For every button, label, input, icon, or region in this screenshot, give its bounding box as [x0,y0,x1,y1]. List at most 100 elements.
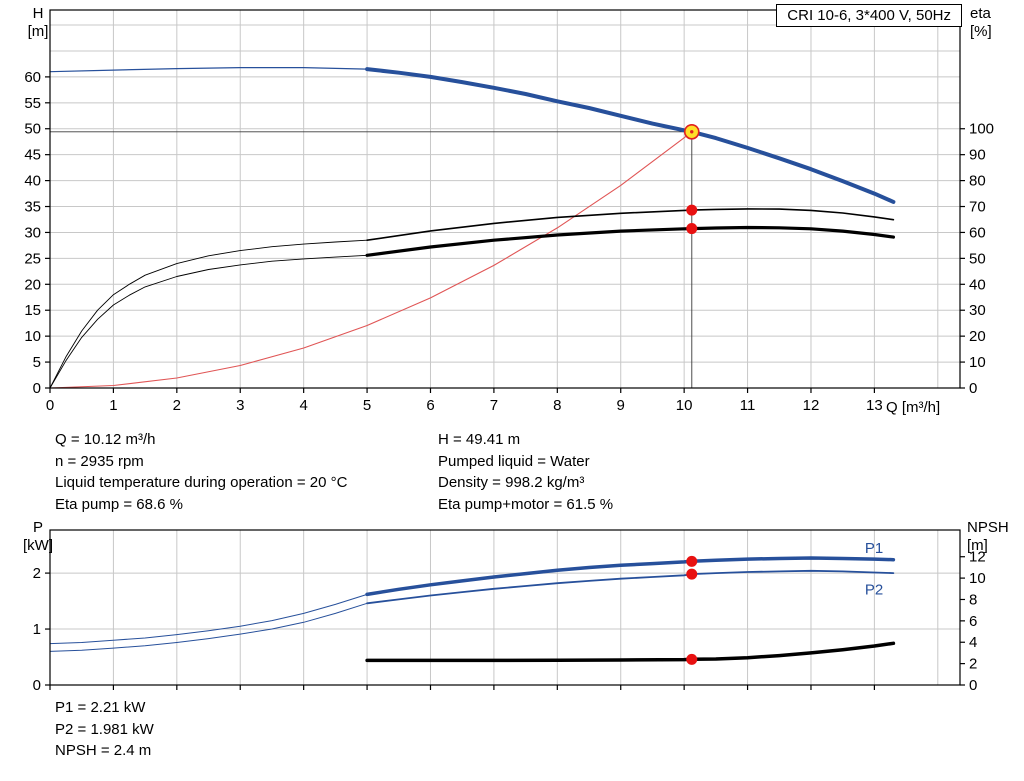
result-p2: P2 = 1.981 kW [55,720,154,738]
y-left-tick-label: 30 [24,224,41,241]
result-block: P1 = 2.21 kW P2 = 1.981 kW NPSH = 2.4 m [55,697,154,762]
y-left-tick-label: 1 [33,621,41,638]
x-tick-label: 0 [46,397,54,414]
y-right-tick-label: 100 [969,121,994,138]
eta-axis-label: eta [%] [970,5,1018,41]
duty-info-left: Q = 10.12 m³/h n = 2935 rpm Liquid tempe… [55,429,347,515]
power-axis-symbol: P [32,519,43,536]
eta-pump-curve [366,208,895,241]
power-axis-label: P [kW] [18,519,58,555]
npsh-axis-unit: [m] [967,537,988,554]
eta-axis-symbol: eta [970,5,991,22]
x-tick-label: 8 [553,397,561,414]
x-tick-label: 3 [236,397,244,414]
head-axis-label: H [m] [22,5,54,41]
x-tick-label: 7 [490,397,498,414]
info-head: H = 49.41 m [438,431,521,448]
p2-point [686,568,698,580]
y-right-tick-label: 70 [969,199,986,216]
eta-pump-motor-preview [49,254,368,389]
head-axis-unit: [m] [27,23,49,40]
y-left-tick-label: 10 [24,328,41,345]
info-density: Density = 998.2 kg/m³ [438,474,585,491]
y-left-tick-label: 0 [33,380,41,397]
info-pumped-liquid: Pumped liquid = Water [438,452,590,470]
y-right-tick-label: 10 [969,570,986,587]
npsh-axis-symbol: NPSH [967,519,1009,536]
p1-preview [49,593,368,645]
p2-preview [49,602,368,652]
y-right-tick-label: 10 [969,354,986,371]
result-npsh: NPSH = 2.4 m [55,742,152,759]
x-tick-label: 12 [803,397,820,414]
duty-info-right: H = 49.41 m Pumped liquid = Water Densit… [438,429,613,515]
curve-label-p1: P1 [865,540,883,557]
y-right-tick-label: 0 [969,380,977,397]
result-p1: P1 = 2.21 kW [55,699,146,716]
x-tick-label: 11 [740,397,756,414]
npsh-curve [365,641,896,663]
y-left-tick-label: 5 [33,354,41,371]
x-tick-label: 1 [109,397,117,414]
y-left-tick-label: 35 [24,199,41,216]
y-left-tick-label: 15 [24,302,41,319]
x-tick-label: 6 [426,397,434,414]
x-tick-label: 13 [866,397,883,414]
info-eta-pump: Eta pump = 68.6 % [55,495,183,513]
info-flow: Q = 10.12 m³/h [55,431,156,448]
y-right-tick-label: 12 [969,549,986,566]
y-right-tick-label: 50 [969,250,986,267]
curve-label-p2: P2 [865,581,883,598]
y-left-tick-label: 50 [24,121,41,138]
y-right-tick-label: 60 [969,224,986,241]
flow-axis-label: Q [m³/h] [886,399,941,416]
info-liquid-temperature: Liquid temperature during operation = 20… [55,474,348,491]
power-axis-unit: [kW] [23,537,53,554]
eta-pump-point [686,204,698,216]
p1-curve [365,556,896,597]
head-axis-symbol: H [32,5,44,22]
eta-pump-motor-curve [365,225,896,257]
y-right-tick-label: 8 [969,591,977,608]
y-right-tick-label: 30 [969,302,986,319]
p2-curve [366,569,895,605]
y-left-tick-label: 45 [24,147,41,164]
y-right-tick-label: 2 [969,656,977,673]
y-right-tick-label: 40 [969,276,986,293]
eta-pump-preview [49,239,368,389]
p1-point [686,555,698,567]
y-left-tick-label: 25 [24,250,41,267]
plot-border [49,529,961,686]
y-right-tick-label: 4 [969,634,977,651]
x-tick-label: 9 [617,397,625,414]
plot-border [49,9,961,389]
system-curve [49,131,693,389]
y-left-tick-label: 2 [33,565,41,582]
x-tick-label: 4 [299,397,307,414]
y-left-tick-label: 0 [33,677,41,694]
pump-type-title: CRI 10-6, 3*400 V, 50Hz [787,7,951,24]
npsh-point [686,653,698,665]
x-tick-label: 2 [173,397,181,414]
y-left-tick-label: 60 [24,69,41,86]
qh-curve [365,67,896,204]
info-eta-pump-motor: Eta pump+motor = 61.5 % [438,495,614,513]
y-left-tick-label: 20 [24,276,41,293]
y-right-tick-label: 20 [969,328,986,345]
y-right-tick-label: 0 [969,677,977,694]
y-right-tick-label: 6 [969,613,977,630]
y-right-tick-label: 90 [969,147,986,164]
head-flow-chart: 0 1 2 3 4 5 6 7 8 9 10 11 12 130510152025303540455055… [24,9,994,414]
duty-point-center [690,130,694,134]
x-tick-label: 10 [676,397,693,414]
npsh-axis-label: NPSH [m] [967,519,1019,555]
pump-type-title-box: CRI 10-6, 3*400 V, 50Hz [776,4,962,27]
y-right-tick-label: 80 [969,173,986,190]
y-left-tick-label: 55 [24,95,41,112]
eta-pump-motor-point [686,223,698,235]
qh-preview [49,66,368,73]
x-tick-label: 5 [363,397,371,414]
y-left-tick-label: 40 [24,173,41,190]
